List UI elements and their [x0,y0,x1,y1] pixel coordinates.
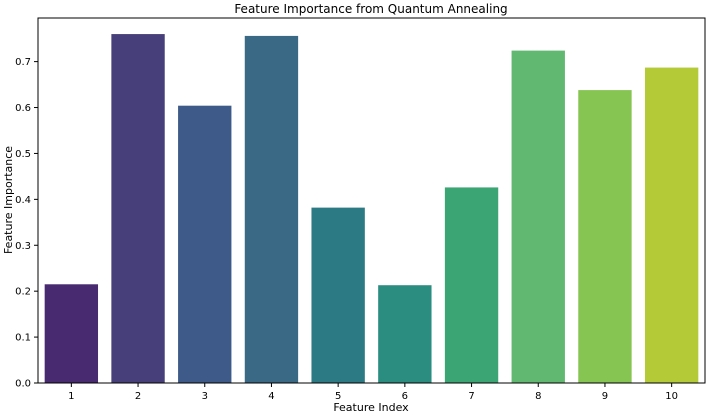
x-tick-label: 4 [268,391,274,402]
y-tick-label: 0.6 [15,103,31,114]
y-tick-label: 0.1 [15,333,31,344]
bar-7 [444,187,499,383]
x-axis-ticks: 1 2 3 4 5 6 7 8 9 10 [68,383,678,402]
plot-frame [37,17,706,384]
bar-8 [511,50,565,383]
chart-title: Feature Importance from Quantum Annealin… [234,2,507,16]
x-tick-label: 3 [202,391,208,402]
y-tick-label: 0.3 [15,241,31,252]
bar-1 [44,284,99,383]
x-tick-label: 1 [68,391,74,402]
x-axis-title: Feature Index [333,401,409,414]
y-axis-ticks: 0.0 0.1 0.2 0.3 0.4 0.5 0.6 0.7 [15,57,38,390]
bar-3 [178,105,232,383]
x-tick-label: 10 [665,391,678,402]
bar-2 [111,34,165,383]
bar-6 [378,285,432,383]
y-tick-label: 0.4 [15,195,31,206]
x-tick-label: 6 [402,391,408,402]
x-tick-label: 8 [535,391,541,402]
y-tick-label: 0.5 [15,149,31,160]
bar-4 [244,35,299,383]
bar-5 [311,207,365,383]
y-tick-label: 0.7 [15,57,31,68]
x-tick-label: 5 [335,391,341,402]
x-tick-label: 2 [135,391,141,402]
bars-group [44,34,699,383]
y-axis-title: Feature Importance [2,146,15,254]
x-tick-label: 9 [602,391,608,402]
y-tick-label: 0.2 [15,287,31,298]
bar-9 [578,90,632,383]
bar-10 [644,67,699,383]
x-tick-label: 7 [468,391,474,402]
y-tick-label: 0.0 [15,379,31,390]
